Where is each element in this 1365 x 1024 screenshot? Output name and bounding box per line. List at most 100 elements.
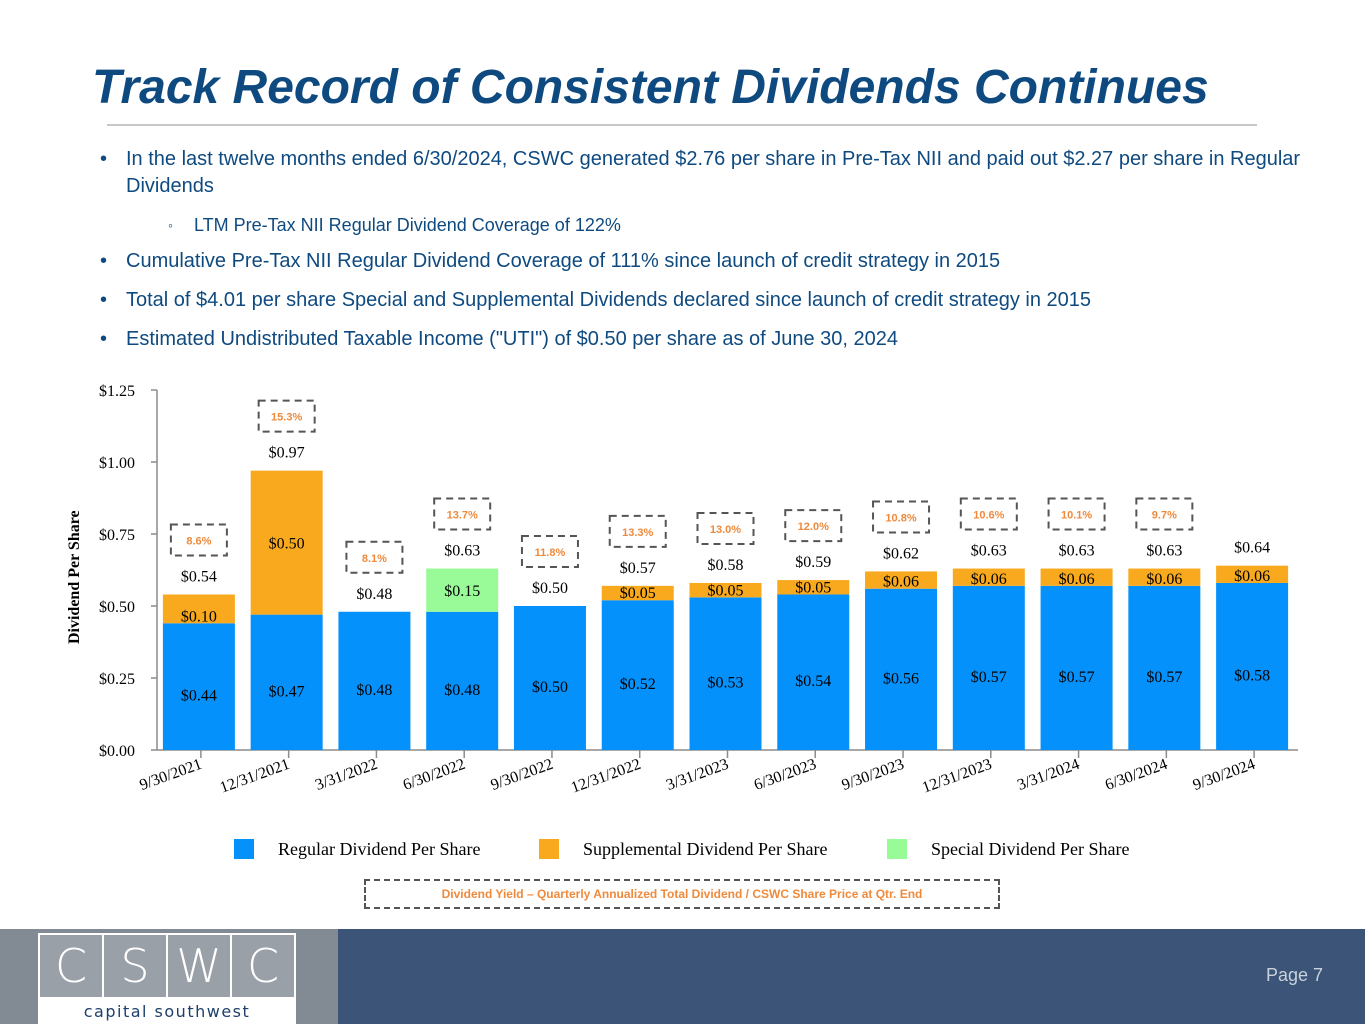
supplemental-value-label: $0.10 (181, 608, 217, 625)
bullet-marker: • (100, 250, 108, 272)
total-value-label: $0.63 (1146, 543, 1182, 560)
total-value-label: $0.48 (356, 586, 392, 603)
chart-legend: Regular Dividend Per Share Supplemental … (0, 838, 1365, 862)
regular-value-label: $0.44 (181, 688, 217, 705)
regular-value-label: $0.57 (1059, 669, 1095, 686)
regular-value-label: $0.57 (971, 669, 1007, 686)
supplemental-value-label: $0.06 (971, 571, 1007, 588)
regular-value-label: $0.53 (708, 675, 744, 692)
bar-segment-supplemental (952, 568, 1025, 586)
bullet-text: LTM Pre-Tax NII Regular Dividend Coverag… (194, 215, 621, 235)
bullet-item: • Total of $4.01 per share Special and S… (100, 287, 1091, 314)
footer-band: Page 7 (338, 929, 1365, 1024)
logo-letter: C (40, 935, 102, 997)
logo-letter: C (232, 935, 294, 997)
total-value-label: $0.63 (444, 543, 480, 560)
legend-swatch-supplemental (539, 839, 559, 859)
bullet-marker: • (100, 148, 108, 170)
bar-segment-supplemental (865, 571, 938, 589)
yield-box (257, 399, 316, 433)
regular-value-label: $0.48 (444, 682, 480, 699)
regular-value-label: $0.56 (883, 670, 919, 687)
bar-segment-regular (426, 611, 499, 750)
supplemental-value-label: $0.05 (795, 579, 831, 596)
bar-segment-regular (513, 606, 586, 750)
yield-box (345, 540, 404, 574)
y-tick-label: $0.75 (99, 527, 135, 544)
x-tick-label: 3/31/2023 (664, 756, 731, 794)
supplemental-value-label: $0.06 (1234, 568, 1270, 585)
logo-letter: W (168, 935, 230, 997)
yield-value-label: 10.8% (885, 512, 916, 524)
page-number: Page 7 (1265, 965, 1323, 985)
bar-segment-supplemental (1040, 568, 1113, 586)
total-value-label: $0.57 (620, 560, 656, 577)
bullet-marker: • (100, 289, 108, 311)
bar-segment-regular (865, 588, 938, 750)
legend-label-supplemental: Supplemental Dividend Per Share (583, 838, 828, 859)
y-tick-label: $1.00 (99, 455, 135, 472)
legend-swatch-regular (234, 839, 254, 859)
total-value-label: $0.50 (532, 580, 568, 597)
bar-segment-regular (1040, 585, 1113, 750)
supplemental-value-label: $0.06 (883, 574, 919, 591)
bar-segment-regular (1216, 582, 1289, 750)
footer-logo-panel: C S W C capital southwest (0, 929, 338, 1024)
dividend-chart: $0.00 $0.25 $0.50 $0.75 $1.00 $1.25 Dividend P… (66, 383, 1298, 797)
x-tick-label: 12/31/2021 (218, 756, 292, 797)
regular-value-label: $0.52 (620, 676, 656, 693)
bar-segment-regular (338, 611, 411, 750)
bar-segment-supplemental (601, 585, 674, 601)
bar-segment-supplemental (1216, 565, 1289, 583)
dividend-yield-note: Dividend Yield – Quarterly Annualized To… (364, 879, 1000, 909)
yield-box (959, 497, 1018, 531)
x-tick-label: 9/30/2024 (1191, 756, 1258, 794)
bar-segment-regular (777, 594, 850, 750)
yield-value-label: 12.0% (798, 521, 829, 533)
x-tick-label: 9/30/2021 (137, 756, 204, 794)
bar-segment-regular (689, 597, 762, 750)
yield-value-label: 13.0% (710, 524, 741, 536)
y-tick-label: $0.50 (99, 599, 135, 616)
total-value-label: $0.97 (269, 445, 305, 462)
yield-value-label: 9.7% (1152, 510, 1177, 522)
yield-value-label: 8.1% (362, 553, 387, 565)
y-axis-label: Dividend Per Share (66, 510, 83, 644)
yield-value-label: 15.3% (271, 412, 302, 424)
supplemental-value-label: $0.05 (708, 582, 744, 599)
yield-box (520, 535, 579, 568)
supplemental-value-label: $0.06 (1146, 571, 1182, 588)
regular-value-label: $0.54 (795, 673, 831, 690)
x-tick-label: 3/31/2022 (313, 756, 380, 794)
logo-letter: S (104, 935, 166, 997)
bar-segment-supplemental (689, 582, 762, 598)
bullet-item: • In the last twelve months ended 6/30/2… (100, 146, 1320, 200)
yield-box (433, 497, 492, 531)
regular-value-label: $0.50 (532, 679, 568, 696)
regular-value-label: $0.48 (356, 682, 392, 699)
regular-value-label: $0.58 (1234, 667, 1270, 684)
x-tick-label: 12/31/2022 (569, 756, 643, 797)
bullet-marker: • (100, 328, 108, 350)
x-tick-label: 12/31/2023 (920, 756, 994, 797)
sub-bullet-marker: ◦ (168, 217, 173, 233)
yield-value-label: 10.6% (973, 510, 1004, 522)
y-tick-label: $0.00 (99, 743, 135, 760)
yield-box (169, 523, 228, 557)
bullet-item: • Estimated Undistributed Taxable Income… (100, 326, 898, 353)
total-value-label: $0.62 (883, 545, 919, 562)
bullet-text: In the last twelve months ended 6/30/202… (126, 148, 1301, 197)
bar-segment-supplemental (162, 594, 235, 624)
regular-value-label: $0.57 (1146, 669, 1182, 686)
x-tick-label: 6/30/2023 (752, 756, 819, 794)
bullet-text: Total of $4.01 per share Special and Sup… (126, 289, 1092, 311)
total-value-label: $0.58 (708, 557, 744, 574)
yield-box (608, 514, 667, 548)
yield-box (696, 511, 755, 545)
slide-title: Track Record of Consistent Dividends Con… (92, 61, 1209, 114)
yield-value-label: 13.3% (622, 527, 653, 539)
legend-item-regular: Regular Dividend Per Share (234, 838, 480, 860)
yield-value-label: 10.1% (1061, 510, 1092, 522)
yield-box (1135, 497, 1194, 531)
yield-box (872, 500, 931, 534)
